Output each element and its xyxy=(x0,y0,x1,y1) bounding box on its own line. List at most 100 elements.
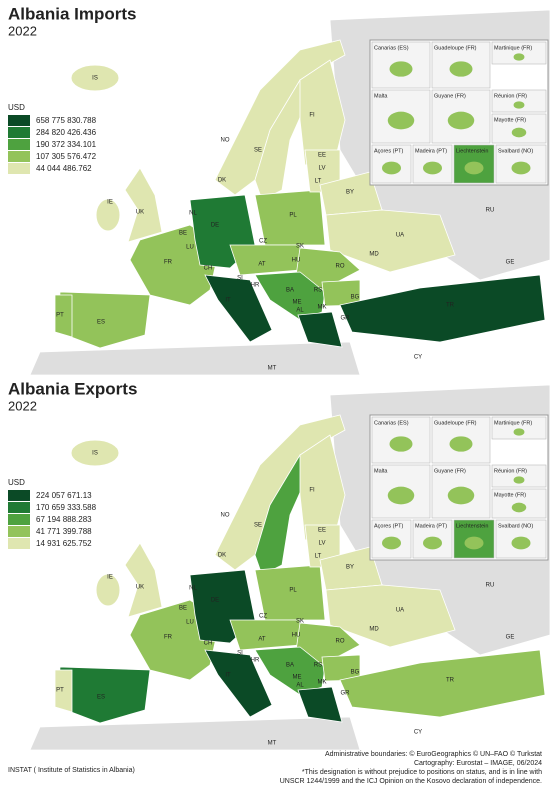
country-label: BA xyxy=(286,288,294,294)
inset-land xyxy=(382,536,401,550)
country-label: BY xyxy=(346,190,354,196)
country-label: ME xyxy=(293,675,302,681)
country-label: RO xyxy=(336,264,345,270)
inset-label: Açores (PT) xyxy=(374,523,404,529)
inset-land xyxy=(387,111,415,130)
map-title: Albania Imports xyxy=(8,4,136,23)
country-label: RU xyxy=(486,208,495,214)
inset-label: Canarias (ES) xyxy=(374,420,409,426)
inset-box xyxy=(431,416,491,464)
legend-swatch xyxy=(8,490,30,501)
legend-title: USD xyxy=(8,478,25,487)
inset-label: Svalbard (NO) xyxy=(498,523,533,529)
inset-land xyxy=(513,428,525,436)
legend-swatch xyxy=(8,151,30,162)
land xyxy=(229,619,301,651)
inset-land xyxy=(389,61,413,77)
country-label: IT xyxy=(225,298,231,304)
inset-land xyxy=(387,486,415,505)
country-label: FI xyxy=(309,488,315,494)
inset-land xyxy=(447,111,475,130)
country-label: BE xyxy=(179,606,187,612)
country-label: MT xyxy=(268,741,277,747)
land xyxy=(54,669,73,713)
credit: *This designation is without prejudice t… xyxy=(302,769,542,776)
inset-label: Madeira (PT) xyxy=(415,523,447,529)
country-label: PL xyxy=(289,213,297,219)
country-label: CH xyxy=(204,266,213,272)
inset-label: Canarias (ES) xyxy=(374,45,409,51)
inset-label: Mayotte (FR) xyxy=(494,117,526,123)
land xyxy=(214,414,346,571)
land xyxy=(295,247,361,291)
inset-label: Réunion (FR) xyxy=(494,93,527,99)
map: IS NO SE FI EE LV LT BY RU UA IE UK NL BE LU DE DK PL CZ SK… xyxy=(0,4,550,376)
land xyxy=(254,646,326,696)
legend-label: 41 771 399.788 xyxy=(36,527,92,536)
country-label: CY xyxy=(414,730,422,736)
country-label: FI xyxy=(309,113,315,119)
inset-land xyxy=(423,536,442,550)
country-label: GR xyxy=(341,316,351,322)
country-label: AL xyxy=(296,308,304,314)
country-label: LT xyxy=(315,554,322,560)
country-label: RU xyxy=(486,583,495,589)
land xyxy=(70,64,120,92)
inset-label: Guadeloupe (FR) xyxy=(434,45,477,51)
country-label: UK xyxy=(136,210,144,216)
inset-land xyxy=(511,536,531,550)
country-label: RS xyxy=(314,663,322,669)
country-label: GE xyxy=(506,635,515,641)
country-label: CZ xyxy=(259,239,267,245)
legend-label: 190 372 334.101 xyxy=(36,140,97,149)
country-label: FR xyxy=(164,260,173,266)
land xyxy=(254,564,326,621)
inset-box xyxy=(491,41,547,65)
inset-label: Madeira (PT) xyxy=(415,148,447,154)
country-label: PT xyxy=(56,313,64,319)
country-label: PT xyxy=(56,688,64,694)
legend-label: 224 057 671.13 xyxy=(36,491,92,500)
land xyxy=(29,341,361,376)
country-label: IS xyxy=(92,76,98,82)
country-label: NO xyxy=(221,513,230,519)
country-label: SI xyxy=(237,651,243,657)
inset-label: Martinique (FR) xyxy=(494,420,532,426)
country-label: MD xyxy=(369,252,379,258)
country-label: IE xyxy=(107,200,113,206)
country-label: UA xyxy=(396,233,404,239)
map-subtitle: 2022 xyxy=(8,398,37,413)
land xyxy=(339,649,546,718)
country-label: MK xyxy=(318,680,327,686)
map-subtitle: 2022 xyxy=(8,23,37,38)
inset-land xyxy=(389,436,413,452)
inset-land xyxy=(513,476,525,484)
credit: Administrative boundaries: © EuroGeograp… xyxy=(325,750,542,758)
inset-label: Martinique (FR) xyxy=(494,45,532,51)
legend-label: 284 820 426.436 xyxy=(36,128,97,137)
inset-label: Guyane (FR) xyxy=(434,468,466,474)
legend-title: USD xyxy=(8,103,25,112)
land xyxy=(295,622,361,666)
country-label: LU xyxy=(186,245,194,251)
legend-label: 658 775 830.788 xyxy=(36,116,97,125)
credit: Cartography: Eurostat – IMAGE, 06/2024 xyxy=(414,760,542,767)
inset-land xyxy=(423,161,442,175)
country-label: SE xyxy=(254,148,262,154)
country-label: LV xyxy=(319,541,326,547)
legend-swatch xyxy=(8,514,30,525)
country-label: MD xyxy=(369,627,379,633)
country-label: DE xyxy=(211,223,219,229)
country-label: ES xyxy=(97,695,105,701)
land xyxy=(254,189,326,246)
country-label: BG xyxy=(351,295,360,301)
land xyxy=(124,167,163,243)
legend-swatch xyxy=(8,139,30,150)
inset-box xyxy=(491,416,547,440)
country-label: SK xyxy=(296,244,304,250)
country-label: HU xyxy=(292,258,301,264)
legend-label: 14 931 625.752 xyxy=(36,539,92,548)
land xyxy=(95,573,121,607)
country-label: LT xyxy=(315,179,322,185)
